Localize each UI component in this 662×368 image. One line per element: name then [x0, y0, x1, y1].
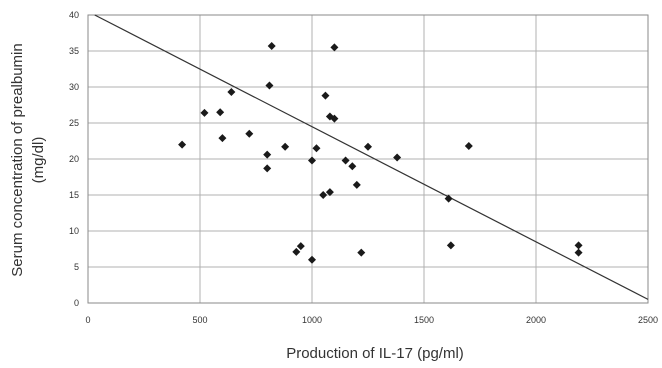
y-tick-label: 0 — [74, 298, 79, 308]
plot-area-border — [87, 14, 649, 304]
y-tick-label: 40 — [69, 10, 79, 20]
x-tick-labels: 0 500 1000 1500 2000 2500 — [85, 315, 658, 325]
data-point — [281, 142, 290, 151]
data-point — [200, 108, 209, 117]
x-tick-label: 1500 — [414, 315, 434, 325]
y-tick-label: 25 — [69, 118, 79, 128]
data-point — [308, 156, 316, 165]
data-point — [218, 134, 227, 143]
y-tick-label: 35 — [69, 46, 79, 56]
y-axis-title-line1: Serum concentration of prealbumin — [9, 43, 26, 276]
x-tick-label: 500 — [192, 315, 207, 325]
x-axis-title: Production of IL-17 (pg/ml) — [286, 345, 464, 362]
x-tick-label: 1000 — [302, 315, 322, 325]
data-point — [574, 248, 583, 257]
data-point — [393, 153, 402, 162]
data-point — [292, 247, 301, 256]
data-point — [444, 194, 453, 203]
trendline-group — [94, 14, 649, 300]
data-point — [296, 242, 305, 251]
data-point — [308, 255, 316, 264]
data-point — [265, 81, 274, 90]
data-point — [357, 248, 366, 257]
y-axis-title-line2: (mg/dl) — [30, 137, 47, 184]
x-tick-label: 2000 — [526, 315, 546, 325]
y-tick-label: 5 — [74, 262, 79, 272]
data-point — [464, 142, 473, 151]
data-point — [330, 43, 339, 52]
y-tick-label: 20 — [69, 154, 79, 164]
data-point — [446, 241, 455, 250]
y-tick-label: 30 — [69, 82, 79, 92]
y-tick-label: 15 — [69, 190, 79, 200]
data-point — [341, 156, 350, 165]
data-point — [263, 164, 272, 173]
data-point — [267, 41, 276, 50]
data-point — [364, 142, 372, 151]
y-axis-title: Serum concentration of prealbumin (mg/dl… — [9, 43, 47, 276]
data-point — [348, 162, 357, 171]
data-point — [263, 150, 272, 159]
data-point — [574, 241, 583, 250]
x-tick-label: 2500 — [638, 315, 658, 325]
data-point — [245, 129, 254, 138]
y-tick-label: 10 — [69, 226, 79, 236]
data-point — [216, 108, 225, 117]
y-tick-labels: 0 5 10 15 20 25 30 35 40 — [69, 10, 79, 308]
data-point — [312, 144, 321, 153]
data-point — [325, 188, 334, 197]
data-point — [319, 191, 328, 199]
data-point — [330, 114, 339, 123]
data-point — [321, 91, 330, 100]
trendline — [94, 14, 649, 300]
data-point — [178, 140, 187, 149]
gridlines — [87, 14, 649, 304]
x-tick-label: 0 — [85, 315, 90, 325]
axes — [87, 14, 649, 304]
data-points — [178, 41, 583, 264]
data-point — [227, 88, 236, 97]
data-point — [352, 180, 361, 189]
